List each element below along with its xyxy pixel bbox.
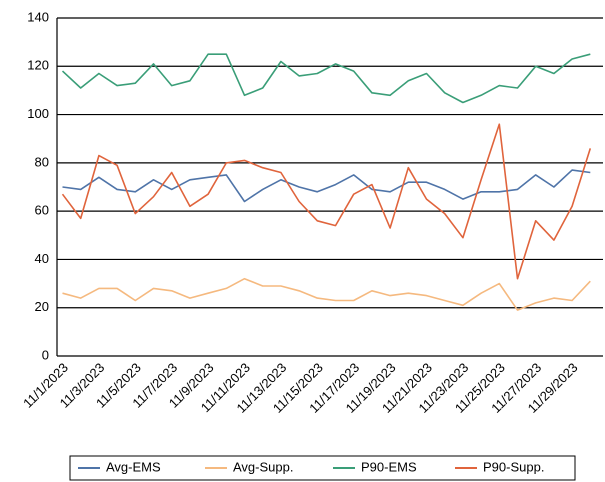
y-tick-label: 40	[35, 251, 49, 266]
legend-box	[69, 455, 576, 481]
series-line	[61, 123, 592, 280]
legend-label: P90-EMS	[361, 459, 417, 474]
series-line	[62, 277, 591, 311]
series-line	[61, 53, 591, 104]
y-tick-label: 100	[27, 106, 49, 121]
y-tick-label: 120	[27, 58, 49, 73]
y-tick-label: 0	[42, 347, 49, 362]
legend-label: P90-Supp.	[483, 459, 544, 474]
legend-item: Avg-EMS	[78, 459, 161, 474]
legend-item: P90-EMS	[333, 459, 417, 474]
legend-label: Avg-EMS	[106, 459, 161, 474]
y-tick-label: 20	[35, 299, 49, 314]
legend-label: Avg-Supp.	[233, 459, 293, 474]
legend-item: P90-Supp.	[455, 459, 544, 474]
y-tick-label: 140	[27, 9, 49, 24]
series-line	[62, 169, 591, 203]
legend-item: Avg-Supp.	[205, 459, 293, 474]
y-tick-label: 60	[35, 203, 49, 218]
y-tick-label: 80	[35, 154, 49, 169]
